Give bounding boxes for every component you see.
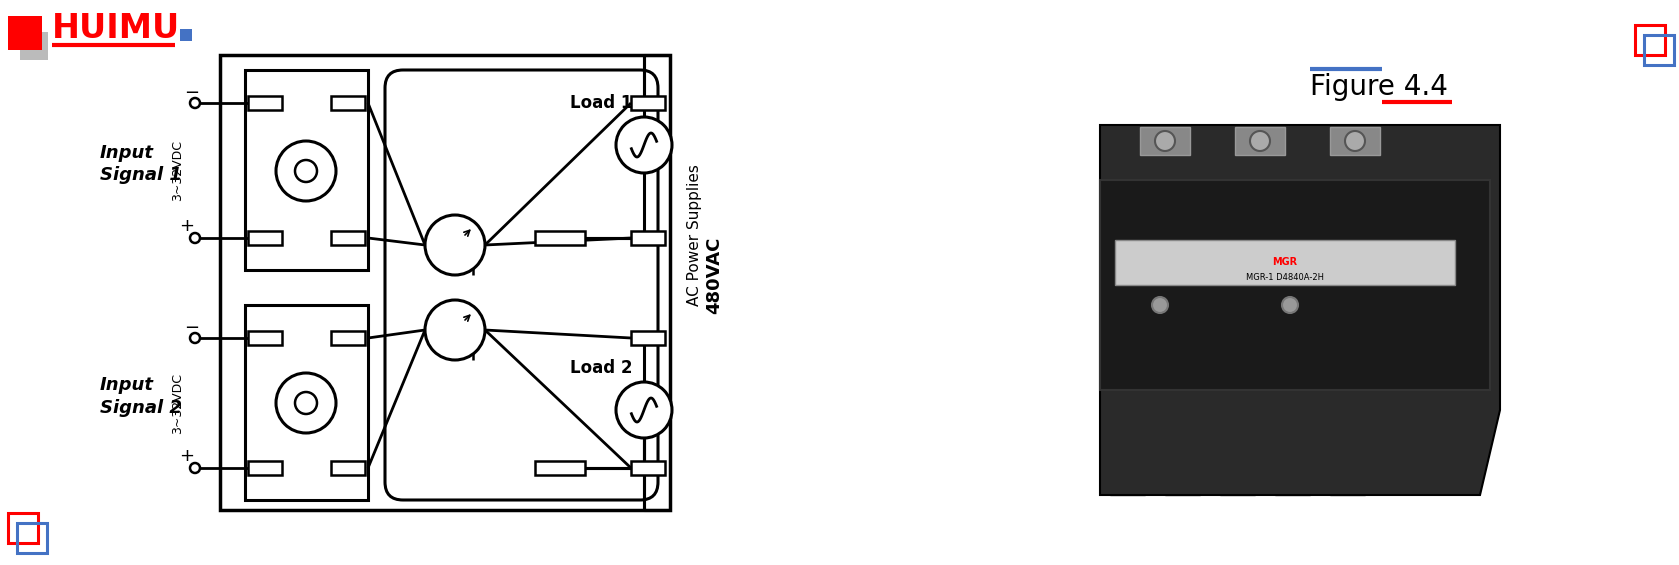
Text: MGR-1 D4840A-2H: MGR-1 D4840A-2H	[1246, 272, 1325, 281]
Bar	[631, 96, 665, 110]
Circle shape	[616, 117, 672, 173]
Text: Input: Input	[101, 376, 154, 394]
Text: −: −	[185, 319, 200, 337]
Bar	[1221, 155, 1254, 495]
Bar	[631, 331, 665, 345]
Bar	[331, 461, 364, 475]
Text: 3~32VDC: 3~32VDC	[171, 372, 185, 433]
Circle shape	[275, 373, 336, 433]
Text: +: +	[180, 217, 195, 235]
Bar	[536, 231, 584, 245]
Circle shape	[190, 98, 200, 108]
Circle shape	[296, 160, 317, 182]
Bar	[1274, 155, 1310, 495]
Bar	[331, 331, 364, 345]
Bar	[1635, 25, 1666, 55]
Bar	[1100, 180, 1489, 390]
Text: Load 1: Load 1	[569, 94, 633, 112]
Text: 480VAC: 480VAC	[705, 236, 724, 314]
Bar	[1236, 127, 1284, 155]
Bar	[248, 331, 282, 345]
Bar	[536, 461, 584, 475]
Text: Figure 4.4: Figure 4.4	[1310, 73, 1447, 101]
Circle shape	[1345, 131, 1365, 151]
Bar	[8, 16, 42, 50]
Bar	[1140, 127, 1190, 155]
Circle shape	[275, 141, 336, 201]
Circle shape	[190, 233, 200, 243]
Bar	[248, 461, 282, 475]
Bar	[220, 55, 670, 510]
Bar	[20, 32, 49, 60]
Circle shape	[425, 300, 485, 360]
Text: Input: Input	[101, 144, 154, 162]
Circle shape	[296, 392, 317, 414]
Bar	[248, 96, 282, 110]
Bar	[248, 231, 282, 245]
Bar	[1330, 127, 1380, 155]
Bar	[245, 70, 368, 270]
Circle shape	[1249, 131, 1269, 151]
Bar	[1115, 240, 1456, 285]
Bar	[245, 305, 368, 500]
Circle shape	[1283, 297, 1298, 313]
Text: Signal 2: Signal 2	[101, 399, 181, 417]
Bar	[1644, 35, 1674, 65]
Bar	[180, 29, 191, 41]
Circle shape	[425, 215, 485, 275]
Bar	[1110, 155, 1145, 495]
Circle shape	[1155, 131, 1175, 151]
Text: −: −	[185, 84, 200, 102]
Bar	[331, 96, 364, 110]
Bar	[631, 231, 665, 245]
Text: Signal 1: Signal 1	[101, 167, 181, 185]
Bar	[1330, 155, 1365, 495]
Text: +: +	[180, 447, 195, 465]
Bar	[331, 231, 364, 245]
Circle shape	[616, 382, 672, 438]
Text: AC Power Supplies: AC Power Supplies	[687, 164, 702, 306]
Circle shape	[190, 333, 200, 343]
Text: Load 2: Load 2	[569, 359, 633, 377]
Text: MGR: MGR	[1273, 257, 1298, 267]
Text: 3~32VDC: 3~32VDC	[171, 140, 185, 201]
Bar	[17, 523, 47, 553]
Bar	[8, 513, 39, 543]
Circle shape	[190, 463, 200, 473]
Circle shape	[1152, 297, 1169, 313]
Bar	[631, 461, 665, 475]
Bar	[1165, 155, 1200, 495]
Polygon shape	[1100, 125, 1499, 495]
Text: HUIMU: HUIMU	[52, 11, 180, 45]
